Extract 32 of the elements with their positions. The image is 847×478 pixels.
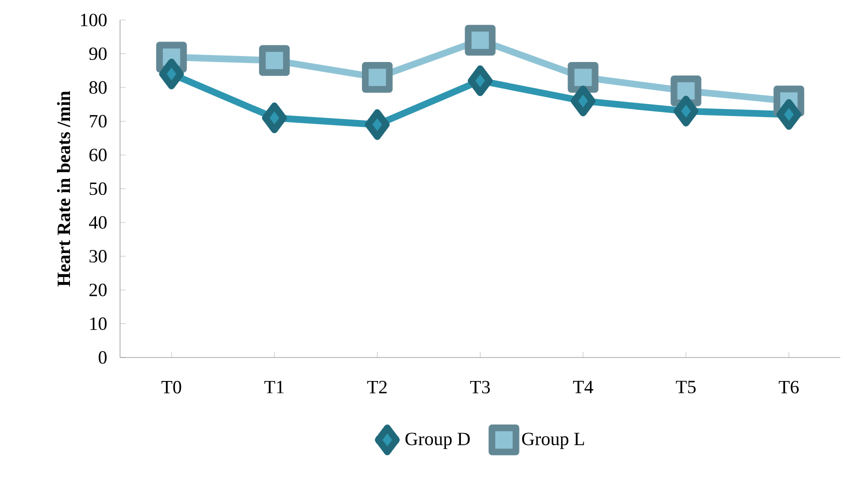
point — [468, 66, 493, 96]
point — [674, 96, 698, 127]
legend-label: Group D — [405, 432, 470, 450]
legend-label: Group L — [522, 432, 584, 450]
y-tick-label: 100 — [80, 14, 107, 27]
x-tick-label: T3 — [470, 381, 490, 394]
y-tick-label: 80 — [89, 81, 107, 94]
x-tick-label: T5 — [676, 381, 696, 394]
y-tick-label: 30 — [90, 250, 107, 263]
x-tick-label: T6 — [778, 381, 799, 394]
y-tick-label: 50 — [90, 182, 107, 196]
point — [262, 102, 287, 134]
y-tick-label: 60 — [89, 148, 107, 162]
x-tick-label: T2 — [367, 381, 387, 394]
y-tick-label: 70 — [90, 115, 107, 128]
point — [259, 45, 290, 76]
point — [362, 62, 393, 93]
point — [364, 110, 390, 140]
y-tick-label: 90 — [89, 48, 107, 60]
point — [464, 25, 496, 56]
y-tick-label: 40 — [89, 216, 107, 230]
y-tick-label: 0 — [98, 351, 107, 364]
y-tick-label: 20 — [89, 284, 107, 297]
y-tick-label: 10 — [90, 318, 107, 330]
y-axis-title: Heart Rate in beats /min — [57, 91, 70, 287]
point — [159, 58, 184, 90]
point — [568, 62, 598, 93]
x-tick-label: T1 — [264, 381, 284, 394]
point — [570, 86, 596, 117]
point — [776, 99, 802, 130]
x-tick-label: T4 — [573, 381, 594, 394]
x-tick-label: T0 — [161, 381, 182, 394]
